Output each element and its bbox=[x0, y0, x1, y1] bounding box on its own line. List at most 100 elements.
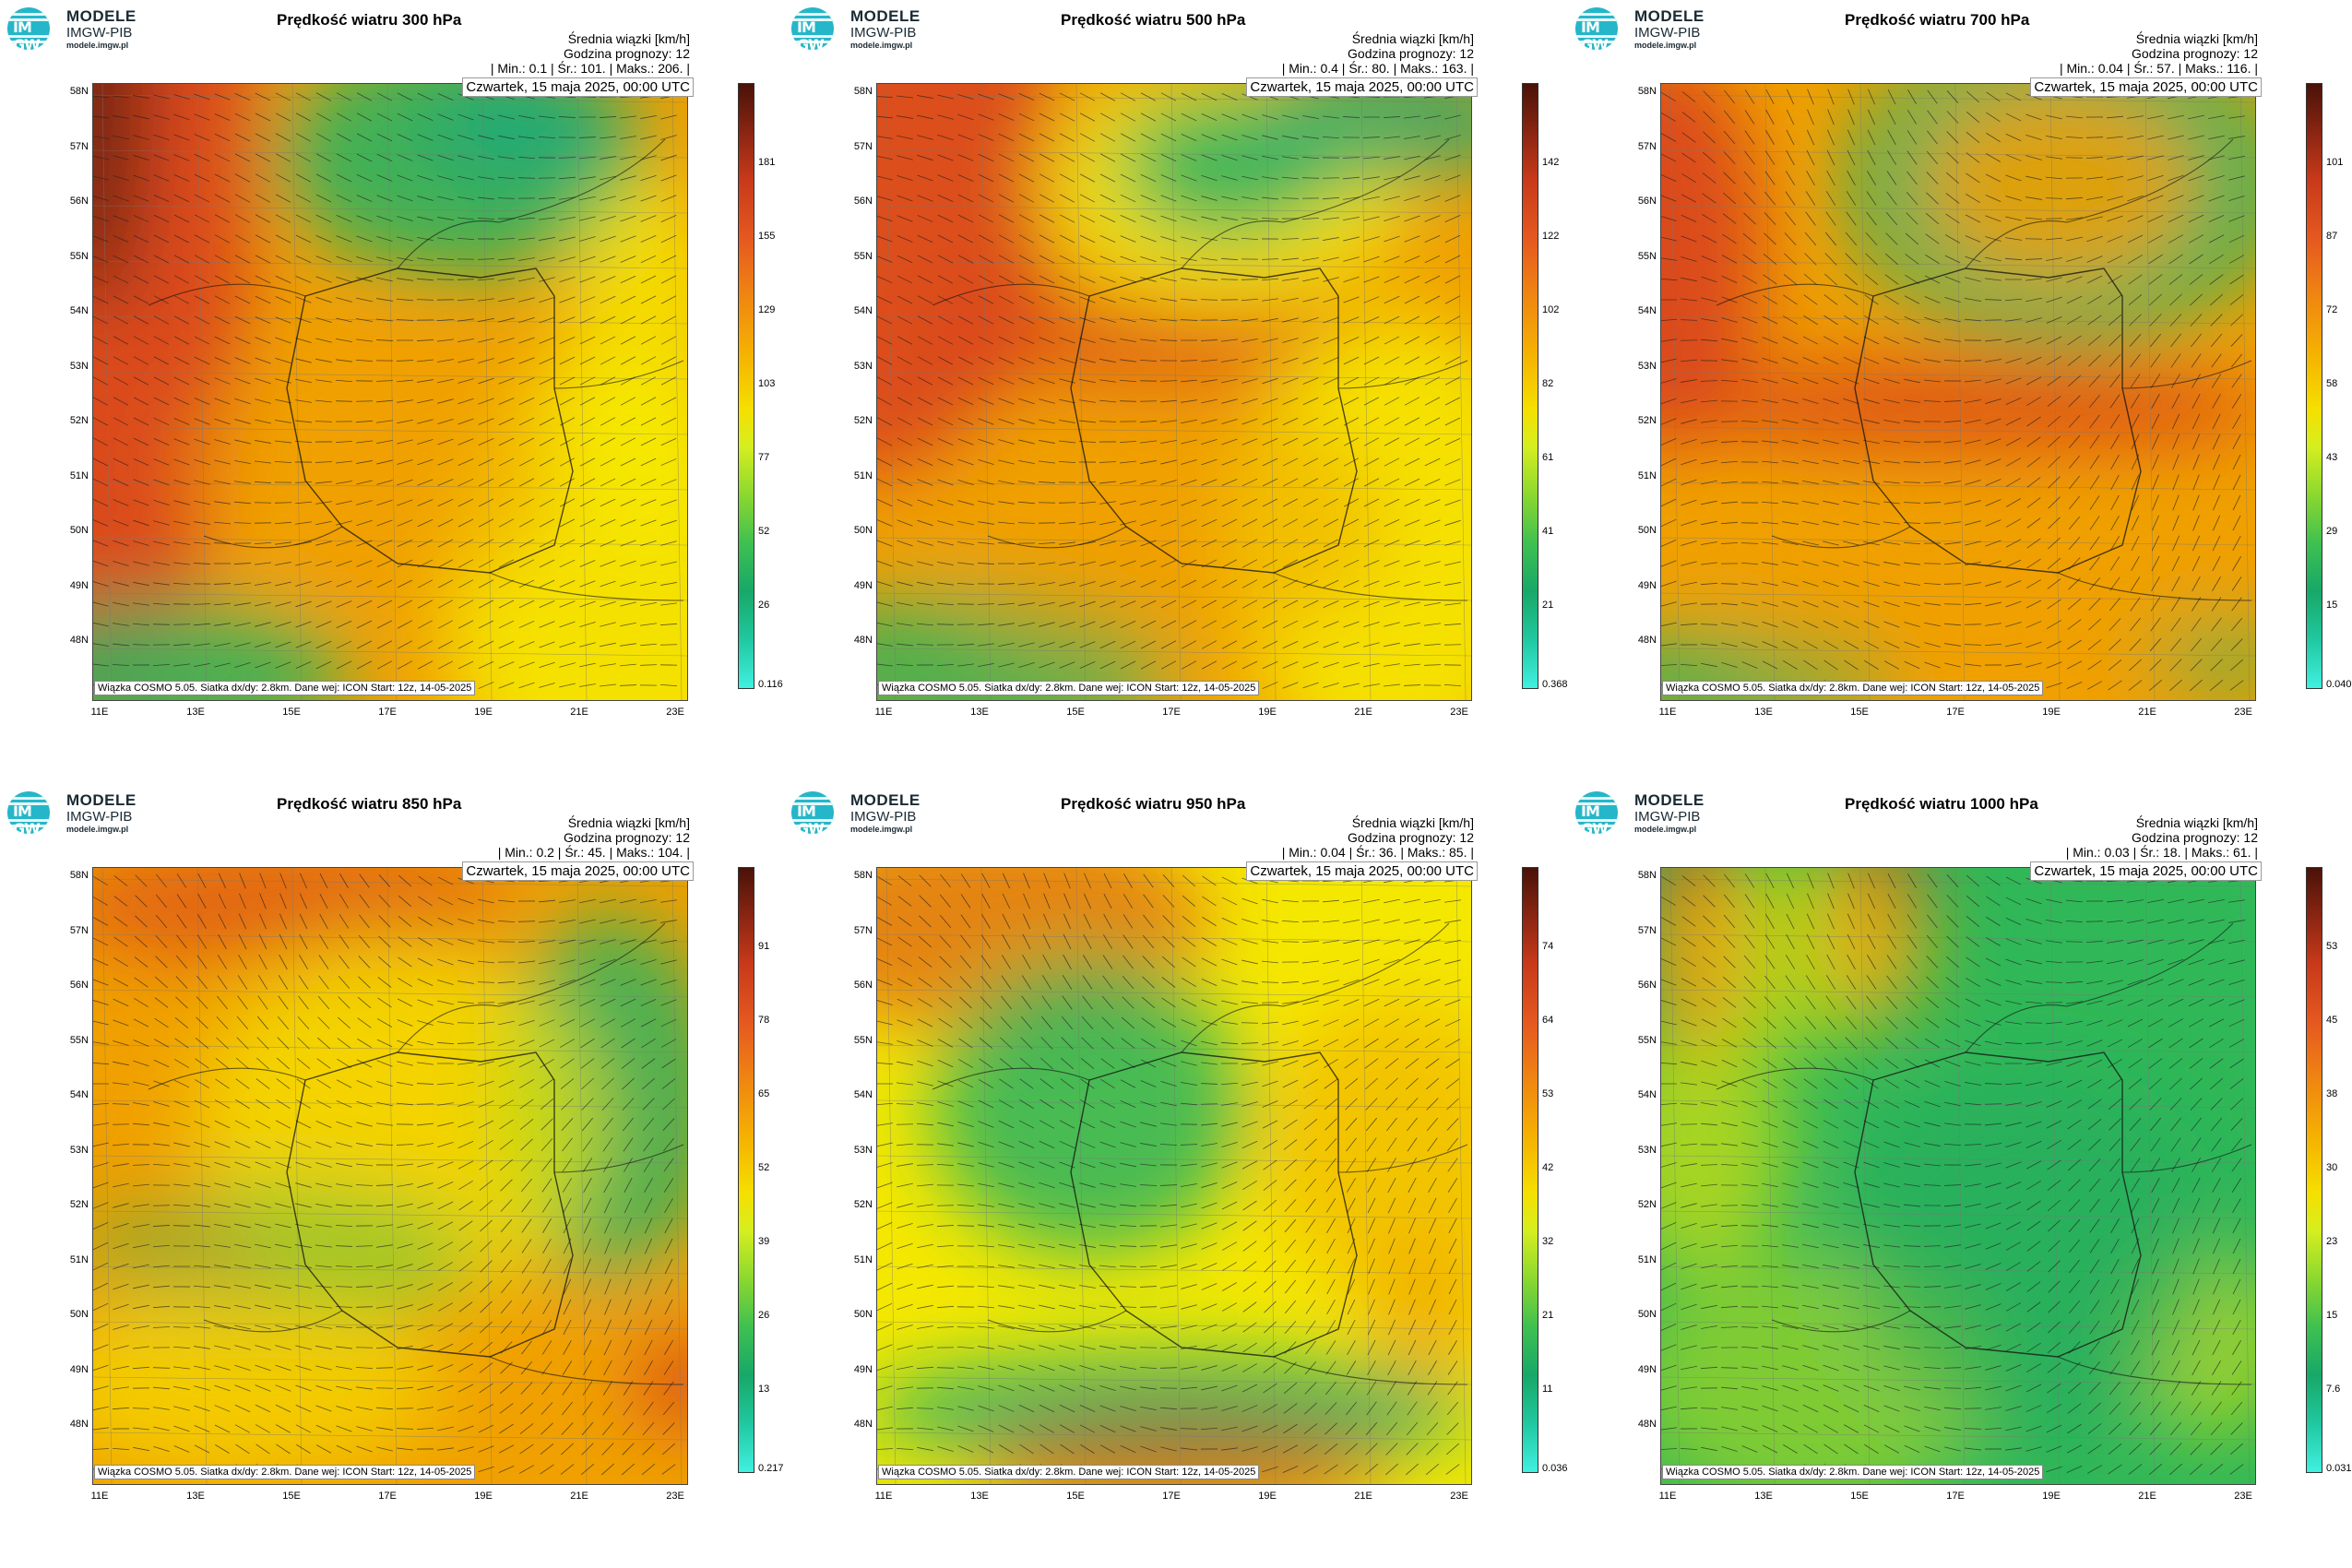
imgw-logo: IM GW MODELE IMGW-PIB modele.imgw.pl bbox=[1575, 7, 1714, 53]
colorbar-label: 23 bbox=[2326, 1236, 2338, 1247]
colorbar-label: 87 bbox=[2326, 231, 2338, 242]
date-label: Czwartek, 15 maja 2025, 00:00 UTC bbox=[1246, 861, 1478, 881]
colorbar-label: 41 bbox=[1542, 526, 1554, 537]
imgw-logo-icon: IM GW bbox=[791, 7, 834, 50]
stats-line: | Min.: 0.1 | Śr.: 101. | Maks.: 206. | bbox=[490, 61, 690, 76]
lon-label: 15E bbox=[1066, 1491, 1085, 1502]
lat-label: 54N bbox=[1637, 1089, 1657, 1100]
colorbar bbox=[1522, 867, 1538, 1473]
lat-label: 48N bbox=[1637, 1419, 1657, 1430]
colorbar-label: 11 bbox=[1542, 1384, 1553, 1395]
stats-line: | Min.: 0.2 | Śr.: 45. | Maks.: 104. | bbox=[497, 845, 690, 860]
lat-label: 49N bbox=[69, 579, 89, 591]
lon-label: 21E bbox=[2138, 1491, 2156, 1502]
lat-label: 56N bbox=[69, 196, 89, 207]
lon-label: 15E bbox=[1066, 707, 1085, 718]
lon-label: 13E bbox=[970, 707, 989, 718]
colorbar-label: 39 bbox=[758, 1236, 770, 1247]
wind-panel-p850: IM GW MODELE IMGW-PIB modele.imgw.pl Prę… bbox=[0, 784, 784, 1568]
colorbar-label: 0.368 bbox=[1542, 679, 1568, 690]
model-footer: Wiązka COSMO 5.05. Siatka dx/dy: 2.8km. … bbox=[1662, 1465, 2044, 1479]
lat-label: 51N bbox=[1637, 1253, 1657, 1265]
logo-text-url: modele.imgw.pl bbox=[66, 825, 129, 834]
lon-label: 19E bbox=[474, 1491, 493, 1502]
lon-label: 11E bbox=[874, 1491, 893, 1502]
lat-label: 57N bbox=[853, 924, 873, 936]
logo-text-url: modele.imgw.pl bbox=[1634, 825, 1697, 834]
lon-label: 19E bbox=[2042, 1491, 2061, 1502]
colorbar-label: 0.116 bbox=[758, 679, 783, 690]
lat-label: 50N bbox=[69, 525, 89, 536]
lat-label: 52N bbox=[853, 415, 873, 426]
colorbar-label: 64 bbox=[1542, 1015, 1554, 1026]
wind-panel-p1000: IM GW MODELE IMGW-PIB modele.imgw.pl Prę… bbox=[1568, 784, 2352, 1568]
lon-label: 11E bbox=[874, 707, 893, 718]
lon-label: 23E bbox=[2234, 707, 2252, 718]
imgw-logo-icon: IM GW bbox=[1575, 791, 1618, 834]
colorbar-label: 21 bbox=[1542, 600, 1554, 611]
colorbar-label: 45 bbox=[2326, 1015, 2338, 1026]
forecast-hour: Godzina prognozy: 12 bbox=[1348, 830, 1474, 845]
logo-glyph: IM GW bbox=[13, 802, 41, 834]
lat-label: 56N bbox=[69, 980, 89, 991]
colorbar-label: 82 bbox=[1542, 378, 1554, 389]
lat-label: 57N bbox=[69, 924, 89, 936]
lat-label: 58N bbox=[69, 86, 89, 97]
colorbar-label: 77 bbox=[758, 452, 770, 463]
lon-label: 19E bbox=[474, 707, 493, 718]
lat-label: 50N bbox=[1637, 1309, 1657, 1320]
colorbar-label: 26 bbox=[758, 600, 770, 611]
logo-text-url: modele.imgw.pl bbox=[66, 41, 129, 50]
colorbar-label: 30 bbox=[2326, 1162, 2338, 1173]
lat-label: 50N bbox=[853, 525, 873, 536]
stats-line: | Min.: 0.04 | Śr.: 57. | Maks.: 116. | bbox=[2059, 61, 2258, 76]
colorbar-label: 43 bbox=[2326, 452, 2338, 463]
stats-line: | Min.: 0.4 | Śr.: 80. | Maks.: 163. | bbox=[1281, 61, 1474, 76]
lon-label: 11E bbox=[90, 707, 109, 718]
lon-label: 21E bbox=[1354, 1491, 1372, 1502]
colorbar-label: 72 bbox=[2326, 304, 2338, 315]
logo-text-imgw: IMGW-PIB bbox=[850, 809, 917, 825]
lon-label: 21E bbox=[1354, 707, 1372, 718]
lat-label: 54N bbox=[853, 305, 873, 316]
lat-label: 58N bbox=[853, 86, 873, 97]
date-label: Czwartek, 15 maja 2025, 00:00 UTC bbox=[462, 861, 694, 881]
lat-label: 48N bbox=[1637, 635, 1657, 646]
lat-label: 53N bbox=[853, 360, 873, 372]
panel-title: Prędkość wiatru 500 hPa bbox=[1061, 11, 1246, 29]
colorbar-label: 26 bbox=[758, 1310, 770, 1321]
colorbar-label: 0.031 bbox=[2326, 1463, 2352, 1474]
lon-label: 23E bbox=[666, 707, 684, 718]
colorbar-label: 52 bbox=[758, 1162, 770, 1173]
lon-label: 21E bbox=[570, 707, 588, 718]
logo-text-imgw: IMGW-PIB bbox=[1634, 809, 1701, 825]
lat-label: 48N bbox=[853, 1419, 873, 1430]
colorbar-label: 102 bbox=[1542, 304, 1560, 315]
logo-text-modele: MODELE bbox=[1634, 7, 1705, 25]
lat-label: 55N bbox=[853, 250, 873, 262]
panel-title: Prędkość wiatru 700 hPa bbox=[1845, 11, 2030, 29]
logo-text-url: modele.imgw.pl bbox=[1634, 41, 1697, 50]
colorbar-label: 74 bbox=[1542, 941, 1554, 952]
model-footer: Wiązka COSMO 5.05. Siatka dx/dy: 2.8km. … bbox=[94, 1465, 476, 1479]
panel-title: Prędkość wiatru 1000 hPa bbox=[1845, 795, 2038, 813]
colorbar-label: 29 bbox=[2326, 526, 2338, 537]
colorbar-label: 181 bbox=[758, 157, 776, 168]
colorbar-label: 42 bbox=[1542, 1162, 1554, 1173]
wind-panel-p500: IM GW MODELE IMGW-PIB modele.imgw.pl Prę… bbox=[784, 0, 1568, 784]
lon-label: 21E bbox=[570, 1491, 588, 1502]
lon-label: 11E bbox=[1658, 1491, 1677, 1502]
lat-label: 52N bbox=[1637, 1199, 1657, 1210]
lon-label: 17E bbox=[1946, 707, 1965, 718]
lon-label: 21E bbox=[2138, 707, 2156, 718]
lon-label: 17E bbox=[1162, 1491, 1181, 1502]
imgw-logo-icon: IM GW bbox=[791, 791, 834, 834]
logo-text-modele: MODELE bbox=[66, 791, 137, 809]
wind-speed-map bbox=[92, 867, 688, 1485]
lon-label: 19E bbox=[1258, 707, 1277, 718]
colorbar-label: 7.6 bbox=[2326, 1384, 2341, 1395]
lon-label: 23E bbox=[1450, 1491, 1468, 1502]
colorbar-label: 32 bbox=[1542, 1236, 1554, 1247]
colorbar bbox=[738, 83, 754, 689]
colorbar-label: 38 bbox=[2326, 1088, 2338, 1099]
